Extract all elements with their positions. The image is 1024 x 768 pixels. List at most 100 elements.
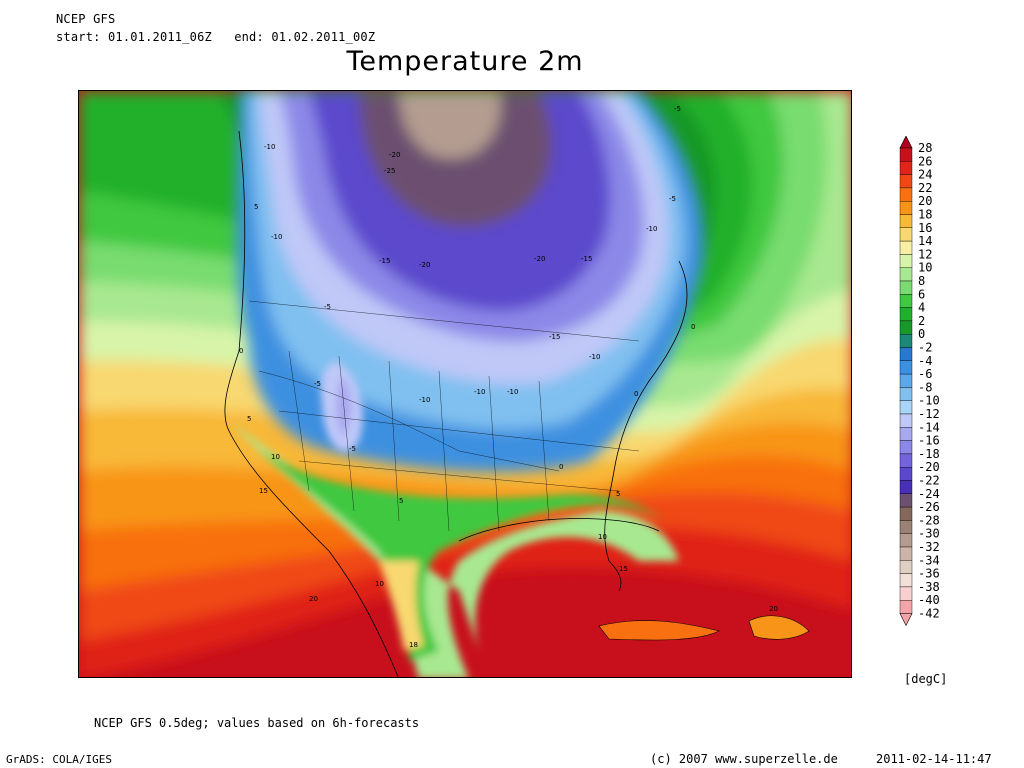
- colorbar-min-arrow: [899, 613, 913, 627]
- copyright: (c) 2007 www.superzelle.de: [650, 752, 838, 766]
- colorbar-tick-label: -10: [918, 394, 940, 408]
- colorbar-swatch: [899, 480, 913, 495]
- colorbar-swatch: [899, 546, 913, 561]
- contour-label: 15: [259, 487, 268, 495]
- contour-label: 0: [559, 463, 563, 471]
- colorbar-tick-label: -34: [918, 553, 940, 567]
- colorbar-tick-label: 0: [918, 327, 925, 341]
- colorbar-tick-label: -32: [918, 540, 940, 554]
- colorbar-swatch: [899, 333, 913, 348]
- contour-label: 0: [634, 390, 638, 398]
- colorbar-swatch: [899, 267, 913, 282]
- contour-label: -20: [389, 151, 400, 159]
- colorbar-tick-label: 12: [918, 247, 932, 261]
- contour-label: -15: [549, 333, 560, 341]
- colorbar-tick-label: 26: [918, 154, 932, 168]
- contour-label: -10: [474, 388, 485, 396]
- contour-label: 15: [619, 565, 628, 573]
- contour-label: -10: [419, 396, 430, 404]
- units-label: [degC]: [904, 672, 948, 686]
- contour-label: -10: [507, 388, 518, 396]
- colorbar-swatch: [899, 453, 913, 468]
- contour-label: 20: [309, 595, 318, 603]
- contour-label: 20: [769, 605, 778, 613]
- colorbar-swatch: [899, 320, 913, 335]
- colorbar-swatch: [899, 586, 913, 601]
- colorbar-swatch: [899, 174, 913, 189]
- software-credit: GrADS: COLA/IGES: [6, 753, 112, 766]
- colorbar-swatch: [899, 200, 913, 215]
- colorbar-tick-label: -8: [918, 380, 932, 394]
- colorbar-swatch: [899, 254, 913, 268]
- contour-label: -5: [674, 105, 681, 113]
- contour-label: -20: [534, 255, 545, 263]
- colorbar-max-arrow: [899, 136, 913, 149]
- contour-label: 0: [239, 347, 243, 355]
- colorbar-tick-label: -40: [918, 593, 940, 607]
- contour-label: -10: [271, 233, 282, 241]
- colorbar-swatch: [899, 533, 913, 548]
- colorbar-swatch: [899, 280, 913, 295]
- contour-label: -10: [264, 143, 275, 151]
- colorbar-tick-label: 14: [918, 234, 932, 248]
- colorbar-swatch: [899, 161, 913, 175]
- colorbar-swatch: [899, 360, 913, 375]
- colorbar-swatch: [899, 307, 913, 322]
- contour-label: 5: [247, 415, 251, 423]
- contour-label: -15: [581, 255, 592, 263]
- colorbar-tick-label: -36: [918, 567, 940, 581]
- model-name: NCEP GFS: [56, 12, 116, 26]
- colorbar-swatch: [899, 493, 913, 508]
- contour-label: -5: [669, 195, 676, 203]
- land-warm-zone: [229, 421, 679, 677]
- colorbar-tick-label: 10: [918, 261, 932, 275]
- colorbar-tick-label: -12: [918, 407, 940, 421]
- colorbar-swatch: [899, 440, 913, 455]
- contour-label: 10: [271, 453, 280, 461]
- colorbar-ticks: 2826242220181614121086420-2-4-6-8-10-12-…: [918, 141, 940, 621]
- contour-label: 10: [375, 580, 384, 588]
- contour-label: -25: [384, 167, 395, 175]
- colorbar-tick-label: 16: [918, 221, 932, 235]
- colorbar-swatch: [899, 227, 913, 242]
- colorbar-tick-label: 18: [918, 208, 932, 222]
- colorbar-swatch: [899, 400, 913, 415]
- colorbar-swatch: [899, 214, 913, 229]
- colorbar-tick-label: 24: [918, 168, 932, 182]
- contour-label: -10: [646, 225, 657, 233]
- contour-label: -15: [379, 257, 390, 265]
- colorbar-tick-label: -18: [918, 447, 940, 461]
- contour-label: 0: [691, 323, 695, 331]
- colorbar-swatch: [899, 600, 913, 614]
- colorbar-swatch: [899, 387, 913, 401]
- contour-label: -10: [589, 353, 600, 361]
- colorbar: [899, 136, 913, 627]
- contour-label: -5: [324, 303, 331, 311]
- borders: [248, 300, 640, 532]
- cold-air-mass: [236, 91, 705, 472]
- caribbean-islands: [598, 615, 810, 641]
- colorbar-swatch: [899, 240, 913, 255]
- colorbar-swatch: [899, 187, 913, 202]
- colorbar-swatch: [899, 347, 913, 362]
- colorbar-swatch: [899, 427, 913, 441]
- contour-label: 5: [399, 497, 403, 505]
- colorbar-tick-label: -4: [918, 354, 932, 368]
- temperature-field: -20 -10 -5 -25 -15 -20 -10 -15 -20 -10 -10 -5 0 5 5 10 1…: [79, 91, 851, 677]
- contour-label: 5: [254, 203, 258, 211]
- timestamp: 2011-02-14-11:47: [876, 752, 992, 766]
- colorbar-swatch: [899, 373, 913, 388]
- contour-label: 5: [616, 490, 620, 498]
- colorbar-swatch: [899, 573, 913, 588]
- colorbar-tick-label: -38: [918, 580, 940, 594]
- colorbar-tick-label: -6: [918, 367, 932, 381]
- colorbar-tick-label: -22: [918, 474, 940, 488]
- colorbar-swatch: [899, 467, 913, 481]
- colorbar-swatch: [899, 147, 913, 162]
- map-title: Temperature 2m: [346, 46, 584, 77]
- contour-label: 10: [598, 533, 607, 541]
- colorbar-tick-label: -42: [918, 607, 940, 621]
- colorbar-swatch: [899, 520, 913, 534]
- contour-label: -20: [419, 261, 430, 269]
- colorbar-tick-label: -24: [918, 487, 940, 501]
